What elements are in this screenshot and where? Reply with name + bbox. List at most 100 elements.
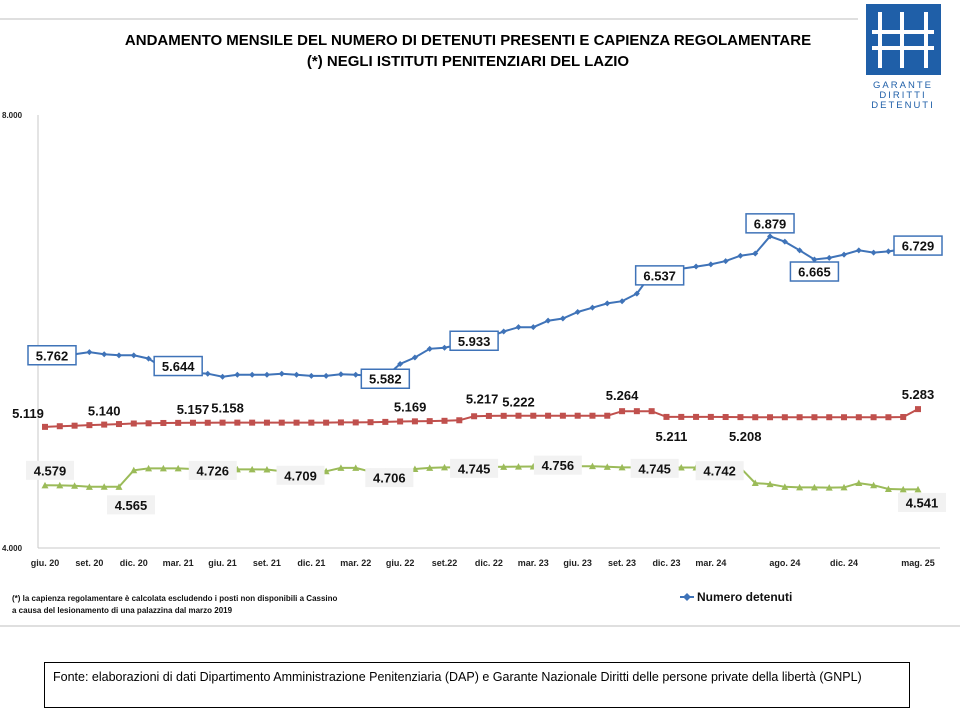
data-label: 6.879 bbox=[754, 216, 787, 231]
data-label-box bbox=[188, 460, 237, 480]
data-point-s1-2 bbox=[71, 422, 78, 429]
data-point-s0-33 bbox=[530, 324, 537, 331]
data-label-box bbox=[695, 461, 744, 481]
data-label: 5.119 bbox=[12, 406, 44, 421]
data-point-s2-26 bbox=[426, 464, 434, 471]
data-point-s1-22 bbox=[367, 419, 374, 426]
data-point-s2-21 bbox=[352, 464, 360, 471]
x-tick-label: giu. 23 bbox=[563, 558, 592, 568]
x-tick-label: mar. 21 bbox=[163, 558, 194, 568]
data-label-box bbox=[634, 265, 685, 286]
data-point-s1-52 bbox=[811, 414, 818, 421]
data-point-s2-51 bbox=[796, 483, 804, 491]
data-point-s1-47 bbox=[737, 414, 744, 421]
logo-line-1: GARANTE bbox=[873, 80, 933, 91]
data-label: 4.742 bbox=[703, 464, 736, 479]
data-point-s0-27 bbox=[441, 344, 448, 351]
data-point-s1-49 bbox=[767, 414, 774, 421]
data-point-s1-25 bbox=[411, 418, 418, 425]
data-point-s2-7 bbox=[145, 464, 153, 472]
data-point-s2-38 bbox=[603, 463, 611, 470]
data-point-s0-50 bbox=[781, 238, 788, 245]
legend: Numero detenuti bbox=[680, 590, 792, 604]
data-point-s1-54 bbox=[841, 414, 848, 421]
x-tick-label: giu. 21 bbox=[208, 558, 237, 568]
data-point-s2-15 bbox=[263, 466, 271, 473]
data-point-s2-37 bbox=[588, 462, 596, 470]
y-tick-label: 4.000 bbox=[2, 544, 23, 553]
data-point-s1-12 bbox=[219, 419, 226, 426]
legend-marker-icon bbox=[683, 593, 691, 601]
data-point-s1-45 bbox=[707, 413, 714, 420]
data-point-s2-53 bbox=[825, 484, 833, 491]
data-point-s1-57 bbox=[885, 414, 892, 421]
x-tick-label: dic. 20 bbox=[120, 558, 148, 568]
data-point-s0-36 bbox=[574, 309, 581, 316]
logo-line-2: DIRITTI bbox=[879, 90, 926, 101]
data-point-s0-55 bbox=[855, 247, 862, 254]
data-point-s1-20 bbox=[337, 419, 344, 426]
data-point-s1-39 bbox=[619, 408, 626, 415]
data-label-box bbox=[893, 235, 943, 256]
data-point-s1-3 bbox=[86, 422, 93, 429]
data-point-s1-14 bbox=[249, 419, 256, 426]
data-point-s2-6 bbox=[130, 466, 138, 474]
data-label: 5.208 bbox=[729, 429, 762, 444]
data-point-s0-57 bbox=[885, 248, 892, 255]
data-point-s1-8 bbox=[160, 419, 167, 426]
data-point-s0-34 bbox=[545, 317, 552, 324]
data-point-s1-10 bbox=[189, 419, 196, 426]
data-point-s2-43 bbox=[677, 463, 685, 471]
data-label-box bbox=[745, 213, 795, 234]
data-label: 4.726 bbox=[196, 463, 229, 478]
data-point-s1-16 bbox=[278, 419, 285, 426]
data-point-s0-51 bbox=[796, 247, 803, 254]
data-point-s1-13 bbox=[234, 419, 241, 426]
data-point-s0-54 bbox=[841, 251, 848, 258]
data-point-s0-17 bbox=[293, 371, 300, 378]
data-point-s0-31 bbox=[500, 328, 507, 335]
footnote-line-2: a causa del lesionamento di una palazzin… bbox=[12, 606, 233, 615]
data-point-s1-11 bbox=[204, 419, 211, 426]
data-point-s0-15 bbox=[263, 371, 270, 378]
data-point-s0-25 bbox=[411, 354, 418, 361]
data-point-s1-38 bbox=[604, 412, 611, 419]
x-axis-ticks: giu. 20 set. 20 dic. 20 mar. 21 giu. 21 set. … bbox=[31, 558, 935, 568]
chart: GARANTE DIRITTI DETENUTI ANDAMENTO MENSI… bbox=[0, 4, 960, 627]
x-tick-label: dic. 23 bbox=[652, 558, 680, 568]
data-point-s0-32 bbox=[515, 324, 522, 331]
x-tick-label: dic. 21 bbox=[297, 558, 325, 568]
y-axis-ticks: 8.000 4.000 bbox=[2, 111, 23, 553]
data-point-s2-56 bbox=[870, 481, 878, 489]
data-point-s2-1 bbox=[56, 481, 64, 489]
logo: GARANTE DIRITTI DETENUTI bbox=[866, 4, 941, 111]
data-point-s2-59 bbox=[914, 485, 922, 493]
data-point-s2-20 bbox=[337, 464, 345, 471]
data-label-box bbox=[449, 330, 499, 352]
data-point-s1-6 bbox=[130, 420, 137, 427]
data-point-s2-8 bbox=[159, 464, 167, 472]
legend-label: Numero detenuti bbox=[697, 590, 792, 604]
x-tick-label: set. 20 bbox=[75, 558, 103, 568]
x-tick-label: set. 21 bbox=[253, 558, 281, 568]
x-tick-label: mar. 22 bbox=[340, 558, 371, 568]
data-point-s1-0 bbox=[42, 423, 48, 430]
data-point-s0-5 bbox=[115, 352, 122, 359]
data-point-s0-16 bbox=[278, 370, 285, 377]
data-point-s0-37 bbox=[589, 304, 596, 311]
data-label-box bbox=[789, 261, 840, 282]
data-point-s2-2 bbox=[71, 482, 79, 489]
data-point-s0-24 bbox=[397, 360, 404, 367]
data-point-s2-31 bbox=[500, 463, 508, 470]
data-label-box bbox=[533, 455, 582, 475]
x-tick-label: giu. 22 bbox=[386, 558, 415, 568]
data-label: 5.217 bbox=[466, 391, 499, 406]
data-label: 4.745 bbox=[638, 461, 671, 476]
data-point-s1-37 bbox=[589, 412, 596, 419]
data-point-s2-27 bbox=[441, 463, 449, 471]
data-point-s0-49 bbox=[767, 233, 774, 240]
x-tick-label: mar. 24 bbox=[695, 558, 726, 568]
data-point-s0-11 bbox=[204, 370, 211, 377]
data-point-s1-53 bbox=[826, 414, 833, 421]
data-point-s1-56 bbox=[870, 414, 877, 421]
